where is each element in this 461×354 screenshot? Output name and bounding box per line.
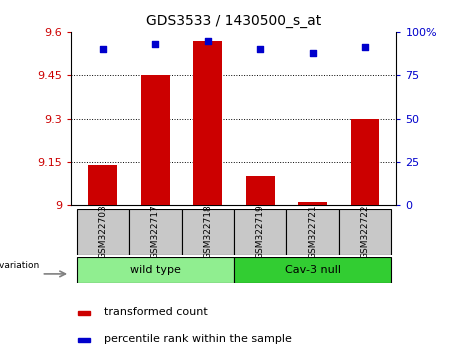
Bar xyxy=(77,257,234,283)
Text: GSM322721: GSM322721 xyxy=(308,205,317,259)
Bar xyxy=(351,119,379,205)
Text: genotype/variation: genotype/variation xyxy=(0,262,39,270)
Bar xyxy=(77,209,129,255)
Bar xyxy=(141,75,170,205)
Bar xyxy=(193,41,222,205)
Title: GDS3533 / 1430500_s_at: GDS3533 / 1430500_s_at xyxy=(146,14,322,28)
Point xyxy=(204,38,212,44)
Point xyxy=(309,50,316,56)
Text: GSM322717: GSM322717 xyxy=(151,205,160,259)
Point xyxy=(152,41,159,47)
Point xyxy=(256,46,264,52)
Bar xyxy=(286,209,339,255)
Text: GSM322718: GSM322718 xyxy=(203,205,212,259)
Text: GSM322722: GSM322722 xyxy=(361,205,370,259)
Bar xyxy=(89,165,117,205)
Text: GSM322703: GSM322703 xyxy=(98,205,107,259)
Bar xyxy=(339,209,391,255)
Bar xyxy=(78,311,89,315)
Text: wild type: wild type xyxy=(130,265,181,275)
Bar xyxy=(129,209,182,255)
Bar xyxy=(234,209,286,255)
Bar xyxy=(234,257,391,283)
Bar xyxy=(182,209,234,255)
Point xyxy=(361,45,369,50)
Text: Cav-3 null: Cav-3 null xyxy=(284,265,341,275)
Point xyxy=(99,46,106,52)
Bar xyxy=(78,338,89,342)
Bar xyxy=(246,176,275,205)
Text: transformed count: transformed count xyxy=(104,307,208,317)
Text: GSM322719: GSM322719 xyxy=(256,205,265,259)
Bar xyxy=(298,202,327,205)
Text: percentile rank within the sample: percentile rank within the sample xyxy=(104,334,292,344)
